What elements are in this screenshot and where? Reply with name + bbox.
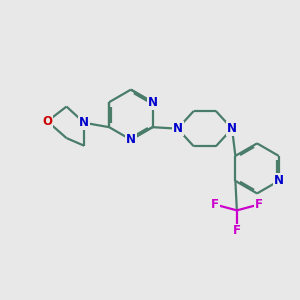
Text: N: N	[227, 122, 237, 135]
Text: N: N	[274, 174, 284, 188]
Text: F: F	[233, 224, 241, 238]
Text: N: N	[148, 96, 158, 109]
Text: N: N	[126, 133, 136, 146]
Text: F: F	[211, 198, 219, 211]
Text: N: N	[172, 122, 183, 135]
Text: F: F	[255, 198, 263, 211]
Text: N: N	[79, 116, 89, 129]
Text: O: O	[42, 115, 52, 128]
